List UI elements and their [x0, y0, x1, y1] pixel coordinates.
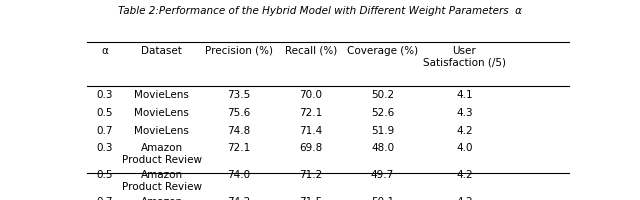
Text: 70.0: 70.0 — [299, 90, 322, 100]
Text: 74.8: 74.8 — [227, 126, 250, 136]
Text: Precision (%): Precision (%) — [205, 46, 273, 56]
Text: Recall (%): Recall (%) — [285, 46, 337, 56]
Text: α: α — [101, 46, 108, 56]
Text: 72.1: 72.1 — [227, 143, 250, 153]
Text: 4.2: 4.2 — [456, 197, 473, 200]
Text: 71.2: 71.2 — [299, 170, 323, 180]
Text: 71.4: 71.4 — [299, 126, 323, 136]
Text: 4.1: 4.1 — [456, 90, 473, 100]
Text: 0.5: 0.5 — [97, 170, 113, 180]
Text: 0.7: 0.7 — [97, 126, 113, 136]
Text: 50.2: 50.2 — [371, 90, 394, 100]
Text: 71.5: 71.5 — [299, 197, 323, 200]
Text: Amazon
Product Review: Amazon Product Review — [122, 170, 202, 192]
Text: 73.5: 73.5 — [227, 90, 250, 100]
Text: 74.2: 74.2 — [227, 197, 250, 200]
Text: 74.0: 74.0 — [227, 170, 250, 180]
Text: MovieLens: MovieLens — [134, 108, 189, 118]
Text: Amazon
Product Review: Amazon Product Review — [122, 143, 202, 165]
Text: 69.8: 69.8 — [299, 143, 323, 153]
Text: 51.9: 51.9 — [371, 126, 394, 136]
Text: MovieLens: MovieLens — [134, 126, 189, 136]
Text: 4.2: 4.2 — [456, 170, 473, 180]
Text: 52.6: 52.6 — [371, 108, 394, 118]
Text: 0.3: 0.3 — [97, 143, 113, 153]
Text: 0.5: 0.5 — [97, 108, 113, 118]
Text: 50.1: 50.1 — [371, 197, 394, 200]
Text: 75.6: 75.6 — [227, 108, 250, 118]
Text: 4.0: 4.0 — [456, 143, 473, 153]
Text: 48.0: 48.0 — [371, 143, 394, 153]
Text: MovieLens: MovieLens — [134, 90, 189, 100]
Text: 4.3: 4.3 — [456, 108, 473, 118]
Text: Dataset: Dataset — [141, 46, 182, 56]
Text: 0.3: 0.3 — [97, 90, 113, 100]
Text: Table 2:Performance of the Hybrid Model with Different Weight Parameters  α: Table 2:Performance of the Hybrid Model … — [118, 6, 522, 16]
Text: Coverage (%): Coverage (%) — [347, 46, 418, 56]
Text: 0.7: 0.7 — [97, 197, 113, 200]
Text: 49.7: 49.7 — [371, 170, 394, 180]
Text: User
Satisfaction (/5): User Satisfaction (/5) — [423, 46, 506, 67]
Text: 4.2: 4.2 — [456, 126, 473, 136]
Text: Amazon
Product Review: Amazon Product Review — [122, 197, 202, 200]
Text: 72.1: 72.1 — [299, 108, 323, 118]
